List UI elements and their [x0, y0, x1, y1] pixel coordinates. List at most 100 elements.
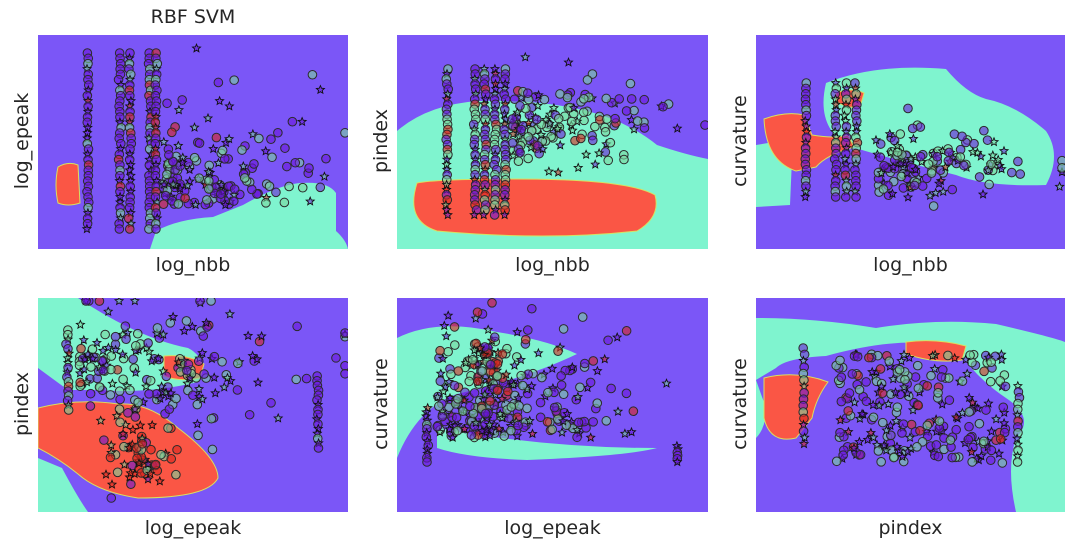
data-point-star — [524, 415, 535, 426]
data-point-star — [224, 100, 235, 111]
data-point — [894, 364, 905, 375]
data-point-star — [238, 160, 249, 171]
subplot-log-nbb-vs-log-epeak — [38, 35, 348, 249]
data-point-star — [447, 432, 458, 442]
data-point — [601, 416, 612, 426]
data-point-star — [573, 162, 584, 173]
data-point-star — [110, 344, 121, 355]
x-axis-label: log_nbb — [515, 254, 590, 276]
data-point — [437, 411, 448, 422]
data-point-star — [243, 330, 254, 341]
data-point — [165, 318, 176, 328]
x-axis-label: log_epeak — [504, 517, 601, 539]
data-point-star — [672, 123, 683, 133]
data-point — [94, 382, 105, 392]
figure-title: RBF SVM — [150, 6, 236, 28]
data-point — [280, 143, 290, 153]
data-point — [189, 152, 200, 163]
data-point-star — [435, 368, 446, 378]
data-point — [984, 179, 994, 190]
data-point-star — [305, 196, 316, 206]
data-point — [1057, 163, 1065, 173]
data-point-star — [938, 186, 949, 197]
data-point-star — [907, 404, 919, 415]
data-point-star — [800, 115, 811, 126]
data-point — [625, 78, 636, 89]
data-point-star — [929, 363, 940, 374]
data-point-star — [849, 397, 860, 407]
data-point-star — [125, 467, 136, 478]
data-point — [913, 383, 924, 394]
data-point-star — [177, 157, 188, 168]
data-point — [553, 113, 564, 124]
data-point-star — [867, 399, 879, 410]
data-point — [76, 343, 86, 354]
data-point-star — [972, 403, 983, 413]
data-point-star — [887, 188, 898, 199]
data-point — [922, 381, 933, 391]
data-point — [115, 394, 125, 405]
data-point — [105, 390, 116, 400]
data-point — [553, 346, 563, 356]
data-point-star — [179, 325, 190, 336]
data-point-star — [107, 378, 118, 389]
data-point — [85, 388, 96, 399]
data-point — [947, 452, 957, 463]
data-point — [926, 370, 936, 381]
data-point — [588, 356, 599, 366]
data-point — [998, 402, 1009, 413]
data-point — [985, 376, 996, 387]
data-point — [194, 173, 205, 184]
data-point-star — [87, 353, 98, 364]
data-point-star — [572, 391, 584, 402]
data-point — [830, 192, 841, 202]
data-point — [156, 449, 166, 460]
data-point-star — [910, 164, 921, 175]
data-point — [600, 127, 611, 137]
data-point — [915, 151, 926, 162]
data-point — [75, 377, 85, 388]
plot-area — [397, 298, 708, 512]
data-point-star — [202, 112, 214, 123]
data-point — [144, 389, 154, 399]
data-point-star — [556, 427, 568, 437]
data-point-star — [117, 428, 129, 439]
data-point-star — [470, 417, 482, 428]
data-point-star — [158, 329, 169, 339]
data-point — [963, 434, 974, 445]
data-point — [923, 159, 934, 169]
data-point-star — [147, 419, 158, 430]
data-point — [944, 395, 955, 406]
data-point-star — [960, 354, 971, 364]
data-point-star — [124, 164, 135, 175]
data-point — [460, 387, 470, 398]
data-point-star — [512, 326, 523, 337]
data-point-star — [168, 179, 179, 189]
data-point — [658, 101, 668, 112]
data-point — [556, 380, 567, 390]
data-point — [573, 417, 584, 428]
data-point — [934, 416, 945, 427]
subplot-log-epeak-vs-pindex — [38, 298, 348, 512]
data-point — [875, 364, 886, 374]
data-point-star — [902, 388, 913, 398]
data-point — [466, 430, 477, 440]
data-point — [162, 169, 172, 180]
data-point-star — [499, 209, 510, 220]
data-point — [279, 197, 290, 208]
data-point — [575, 133, 586, 144]
y-axis-label: curvature — [370, 358, 392, 450]
data-point-star — [523, 117, 534, 128]
data-point — [340, 328, 348, 338]
data-point — [131, 341, 141, 351]
data-point-star — [78, 334, 89, 345]
data-point — [467, 354, 478, 365]
data-point — [480, 408, 491, 419]
data-point — [506, 402, 517, 412]
data-point — [145, 375, 156, 386]
data-point — [239, 173, 250, 183]
data-point — [516, 124, 527, 135]
data-point-star — [222, 372, 233, 383]
data-point-star — [444, 392, 456, 403]
